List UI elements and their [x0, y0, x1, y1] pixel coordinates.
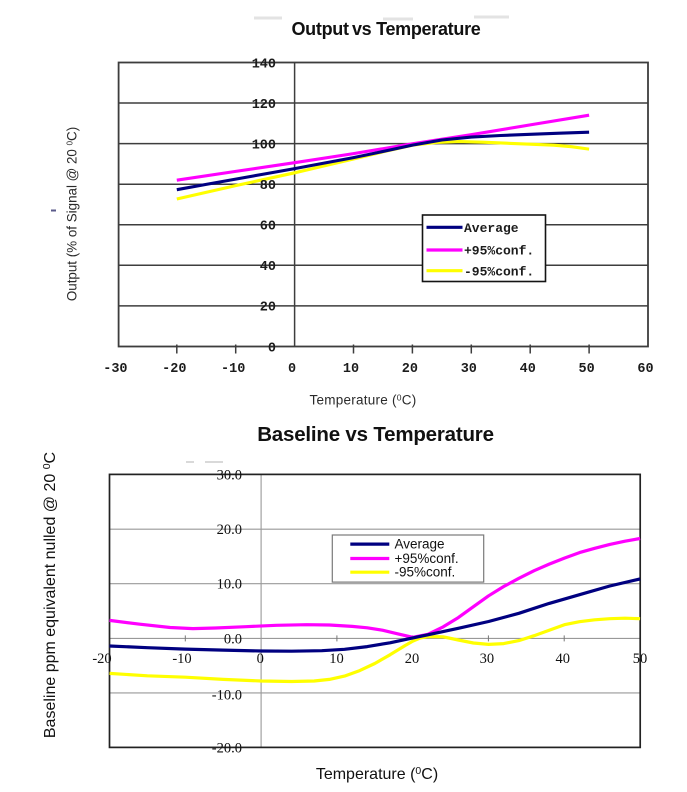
svg-text:+95%conf.: +95%conf.	[395, 551, 459, 566]
svg-text:-95%conf.: -95%conf.	[395, 565, 456, 580]
svg-text:Output vs Temperature: Output vs Temperature	[291, 19, 480, 39]
svg-text:Temperature (0C): Temperature (0C)	[309, 393, 416, 408]
svg-text:50: 50	[633, 651, 648, 667]
svg-text:10.0: 10.0	[217, 577, 242, 593]
svg-text:20: 20	[260, 301, 276, 316]
svg-text:40: 40	[260, 260, 276, 275]
svg-text:100: 100	[252, 138, 276, 153]
svg-text:30: 30	[480, 651, 495, 667]
svg-text:Average: Average	[464, 221, 519, 236]
svg-text:120: 120	[252, 98, 276, 113]
svg-text:-10.0: -10.0	[212, 688, 242, 704]
svg-text:50: 50	[578, 362, 594, 377]
svg-text:0: 0	[257, 651, 264, 667]
svg-text:Temperature (0C): Temperature (0C)	[316, 765, 438, 783]
svg-text:20: 20	[402, 362, 418, 377]
svg-text:Output (% of Signal @ 20 0C): Output (% of Signal @ 20 0C)	[65, 127, 80, 301]
svg-text:-95%conf.: -95%conf.	[464, 264, 534, 279]
svg-text:Average: Average	[395, 537, 445, 552]
svg-text:30.0: 30.0	[217, 467, 242, 483]
svg-text:+95%conf.: +95%conf.	[464, 244, 534, 259]
svg-text:20: 20	[405, 651, 420, 667]
svg-text:140: 140	[252, 57, 276, 72]
svg-text:-20: -20	[162, 362, 186, 377]
svg-text:0.0: 0.0	[224, 631, 242, 647]
svg-text:80: 80	[260, 179, 276, 194]
svg-text:-10: -10	[172, 651, 191, 667]
svg-text:30: 30	[461, 362, 477, 377]
svg-text:40: 40	[556, 651, 571, 667]
svg-text:-20.0: -20.0	[212, 740, 242, 756]
svg-text:20.0: 20.0	[217, 522, 242, 538]
svg-text:-10: -10	[221, 362, 245, 377]
svg-text:0: 0	[268, 341, 276, 356]
svg-text:Baseline ppm equivalent nulled: Baseline ppm equivalent nulled @ 20 0C	[41, 452, 59, 738]
svg-text:0: 0	[288, 362, 296, 377]
svg-text:10: 10	[343, 362, 359, 377]
svg-text:60: 60	[260, 220, 276, 235]
svg-text:Baseline vs Temperature: Baseline vs Temperature	[257, 423, 494, 446]
svg-text:40: 40	[520, 362, 536, 377]
svg-text:60: 60	[637, 362, 653, 377]
svg-text:-30: -30	[103, 362, 127, 377]
svg-text:-20: -20	[92, 651, 111, 667]
svg-text:10: 10	[329, 651, 344, 667]
